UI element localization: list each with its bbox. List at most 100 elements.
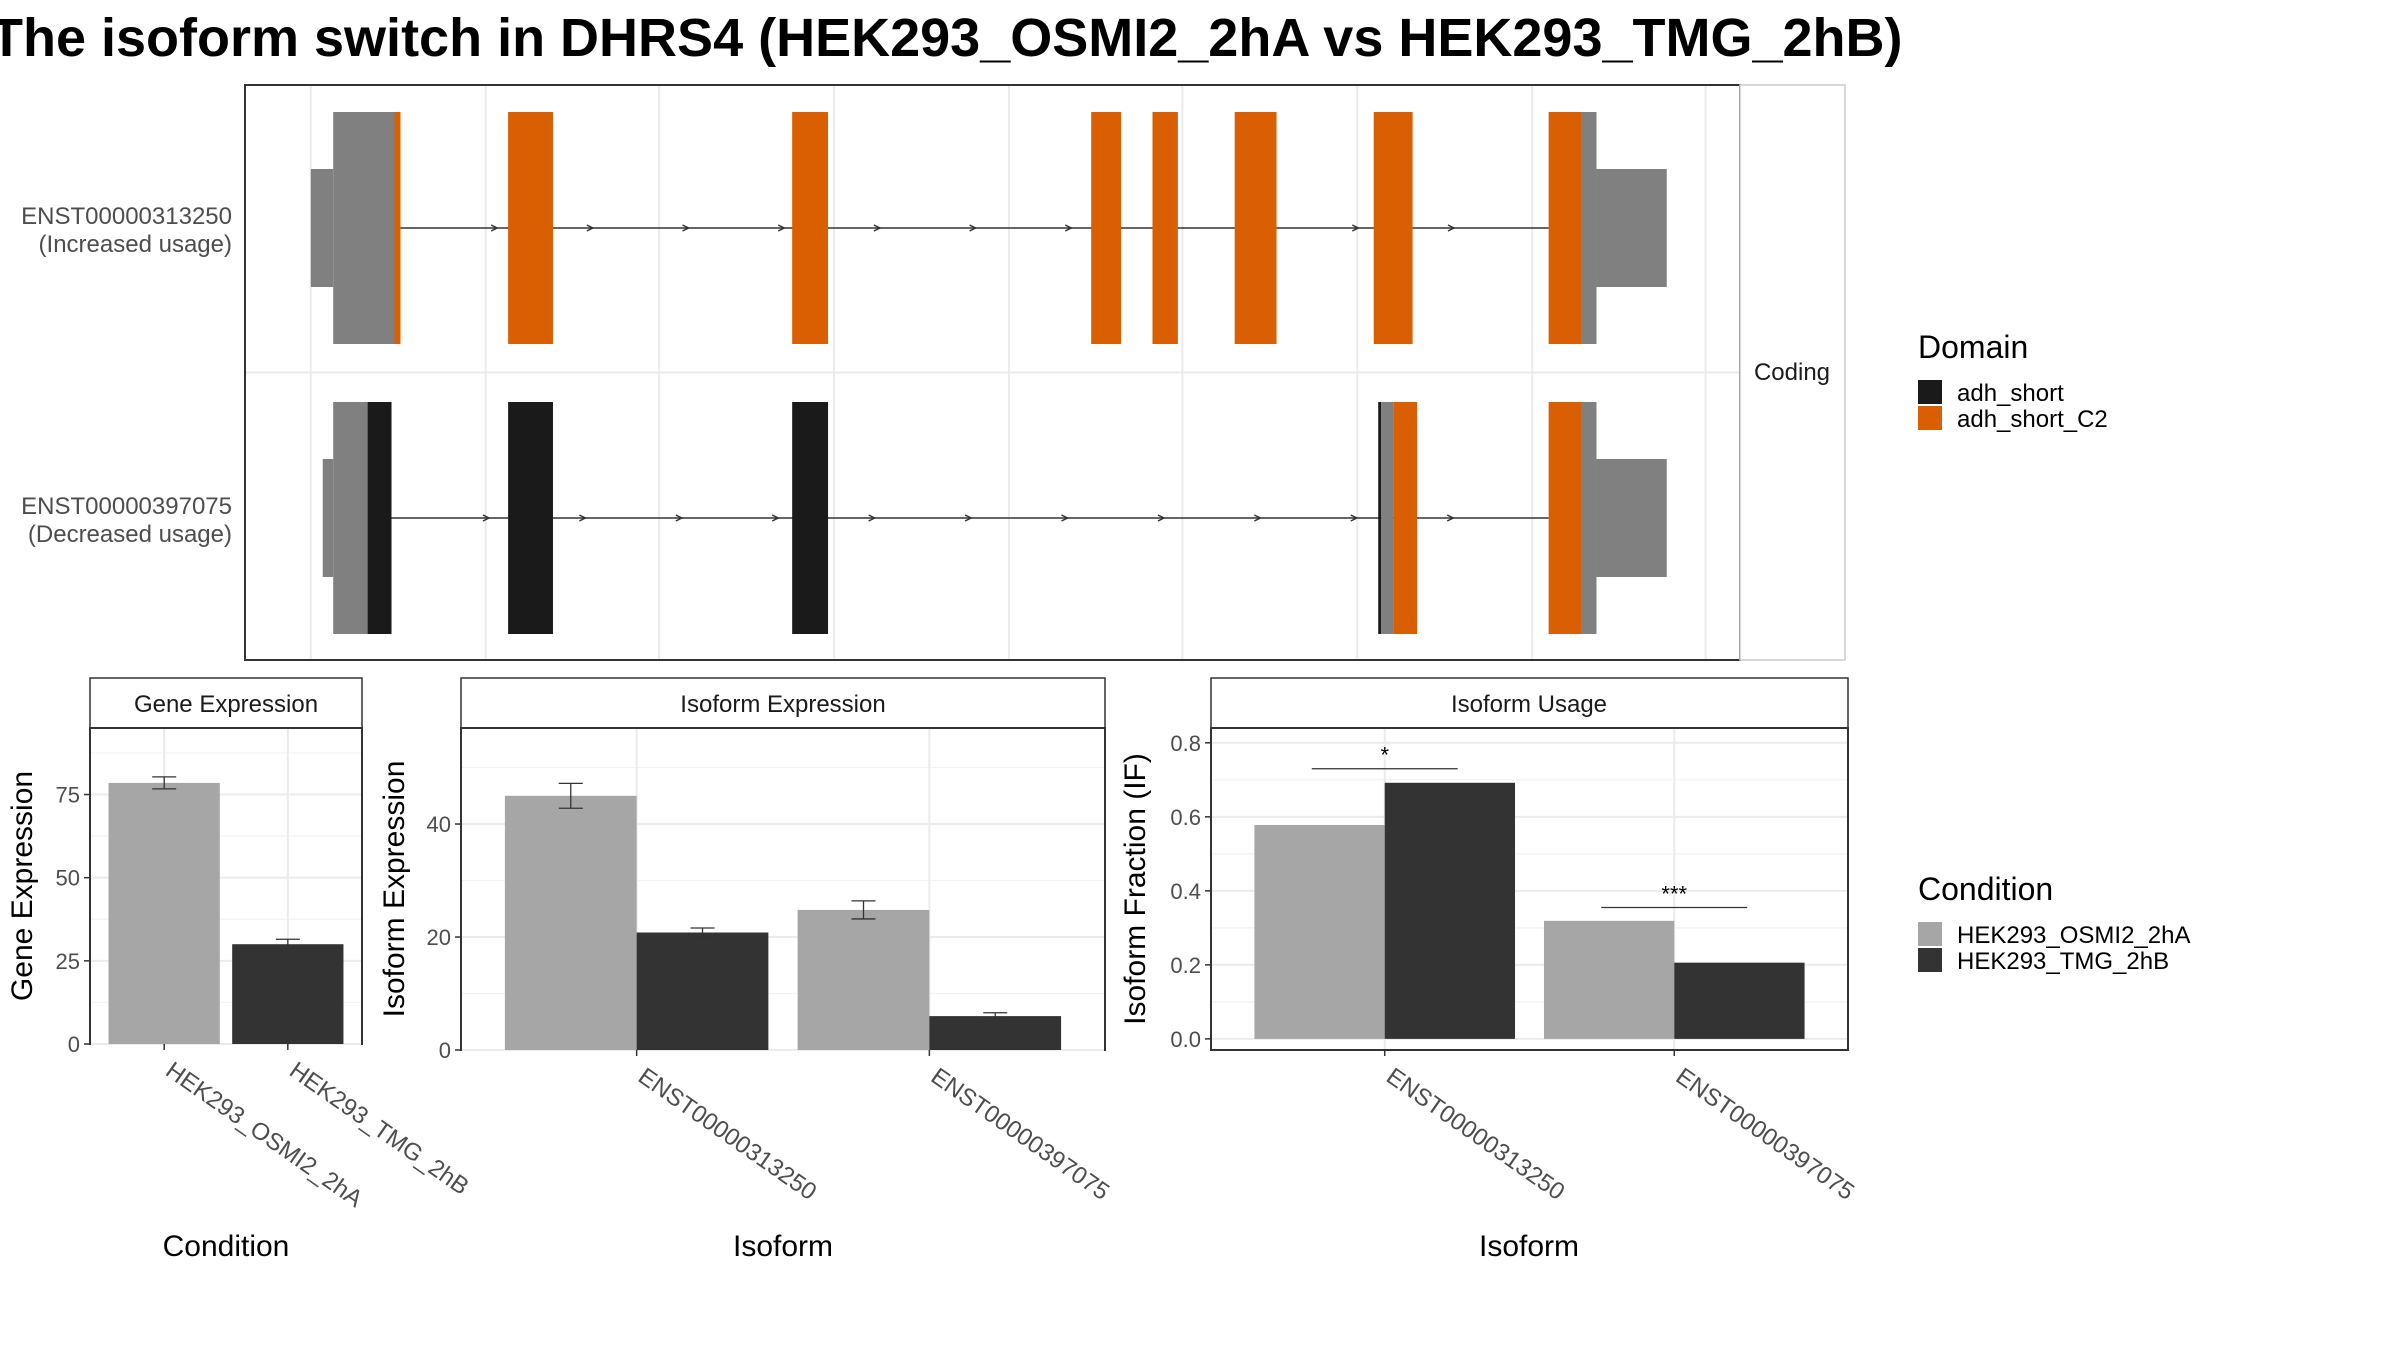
intron-arrow — [771, 514, 780, 522]
intron-arrow — [964, 514, 973, 522]
legend-key-condition-b — [1918, 948, 1942, 972]
isoform-usage-x-axis-title: Isoform — [1479, 1230, 1579, 1263]
exon — [1378, 402, 1382, 634]
isoform-expression-bar — [504, 795, 637, 1050]
isoform-usage-significance-label: *** — [1661, 882, 1687, 907]
exon — [792, 402, 829, 634]
exon — [508, 402, 553, 634]
exon — [1548, 402, 1582, 634]
isoform-expression-bar — [797, 909, 930, 1050]
isoform-usage-x-tick-label: ENST00000397075 — [1671, 1063, 1859, 1206]
isoform-expression-y-tick-label: 0 — [439, 1038, 451, 1063]
exon — [1581, 112, 1597, 344]
isoform-usage-bar — [1254, 824, 1385, 1039]
gene-expression-y-axis-title: Gene Expression — [6, 771, 39, 1001]
exon — [1373, 112, 1413, 344]
intron-arrow — [868, 514, 877, 522]
intron-arrow — [1157, 514, 1166, 522]
intron-arrow — [1254, 514, 1263, 522]
isoform-expression-y-axis-title: Isoform Expression — [378, 761, 411, 1018]
facet-label-isoform-usage: Isoform Usage — [1451, 691, 1607, 718]
legend-label-adh-short-c2: adh_short_C2 — [1957, 406, 2108, 433]
exon — [1548, 112, 1582, 344]
exon — [1581, 402, 1597, 634]
legend-label-condition-b: HEK293_TMG_2hB — [1957, 948, 2169, 975]
exon — [333, 112, 395, 344]
gene-structure-panel: Coding ENST00000313250(Increased usage) E… — [21, 84, 1846, 661]
isoform-usage-y-tick-label: 0.6 — [1170, 805, 1201, 830]
gene-expression-y-tick-label: 50 — [56, 866, 80, 891]
intron-arrow — [1447, 224, 1456, 232]
isoform-usage-y-tick-label: 0.0 — [1170, 1027, 1201, 1052]
domain-legend-title: Domain — [1918, 329, 2028, 365]
intron-arrow — [777, 224, 786, 232]
isoform-expression-bar — [636, 932, 769, 1050]
domain-legend: Domain adh_short adh_short_C2 — [1918, 329, 2108, 433]
legend-key-condition-a — [1918, 922, 1942, 946]
legend-key-adh-short — [1918, 380, 1942, 404]
exon — [333, 402, 368, 634]
utr-3prime — [1596, 459, 1667, 577]
intron-arrow — [1350, 514, 1359, 522]
isoform-label: ENST00000313250 — [21, 203, 232, 230]
gene-expression-panel: Gene Expression 0255075HEK293_OSMI2_2hAH… — [6, 677, 474, 1263]
isoform-expression-x-axis-title: Isoform — [733, 1230, 833, 1263]
gene-expression-y-tick-label: 0 — [68, 1032, 80, 1057]
facet-label-isoform-expression: Isoform Expression — [680, 691, 885, 718]
intron-arrow — [579, 514, 588, 522]
facet-label-gene-expression: Gene Expression — [134, 691, 318, 718]
exon — [1381, 402, 1394, 634]
isoform-usage-x-tick-label: ENST00000313250 — [1381, 1063, 1569, 1206]
gene-expression-bar — [108, 782, 220, 1044]
intron-arrow — [586, 224, 595, 232]
intron-arrow — [682, 224, 691, 232]
exon — [394, 112, 401, 344]
intron-arrow — [873, 224, 882, 232]
gene-expression-y-tick-label: 25 — [56, 949, 80, 974]
isoform-expression-bar — [929, 1016, 1062, 1050]
exon — [792, 112, 829, 344]
legend-label-adh-short: adh_short — [1957, 380, 2064, 407]
exon — [367, 402, 392, 634]
isoform-usage-significance-label: * — [1380, 743, 1389, 768]
intron-arrow — [1446, 514, 1455, 522]
utr-5prime — [322, 459, 334, 577]
legend-label-condition-a: HEK293_OSMI2_2hA — [1957, 922, 2190, 949]
intron-arrow — [1064, 224, 1073, 232]
utr-3prime — [1596, 169, 1667, 287]
isoform-expression-panel: Isoform Expression 0 20 40 ENST00000313250 E… — [378, 677, 1114, 1263]
isoform-expression-y-tick-label: 40 — [427, 812, 451, 837]
isoform-usage-bar — [1674, 962, 1805, 1039]
exon — [1091, 112, 1122, 344]
isoform-usage-y-axis-title: Isoform Fraction (IF) — [1119, 753, 1152, 1025]
exon — [1234, 112, 1277, 344]
utr-5prime — [310, 169, 334, 287]
facet-label-coding: Coding — [1754, 359, 1830, 386]
intron-arrow — [482, 514, 491, 522]
facet-strip-isoform-expression — [460, 677, 1106, 729]
isoform-usage-panel: Isoform Usage 0.0 0.2 0.4 0.6 0.8 ENST0000031… — [1119, 677, 1859, 1263]
isoform-usage-y-tick-label: 0.2 — [1170, 953, 1201, 978]
isoform-label: ENST00000397075 — [21, 493, 232, 520]
exon — [508, 112, 553, 344]
condition-legend-title: Condition — [1918, 871, 2053, 907]
gene-expression-bar — [232, 944, 344, 1044]
legend-key-adh-short-c2 — [1918, 406, 1942, 430]
isoform-usage-label: (Increased usage) — [39, 231, 232, 258]
isoform-usage-bar — [1384, 782, 1516, 1039]
isoform-usage-bar — [1543, 920, 1675, 1039]
intron-arrow — [490, 224, 499, 232]
gene-expression-x-axis-title: Condition — [163, 1230, 290, 1263]
isoform-expression-y-tick-label: 20 — [427, 925, 451, 950]
exon — [1152, 112, 1178, 344]
intron-arrow — [1061, 514, 1070, 522]
intron-arrow — [969, 224, 978, 232]
isoform-usage-label: (Decreased usage) — [28, 521, 232, 548]
gene-expression-y-tick-label: 75 — [56, 783, 80, 808]
facet-strip-isoform-usage — [1210, 677, 1849, 729]
condition-legend: Condition HEK293_OSMI2_2hA HEK293_TMG_2h… — [1918, 871, 2190, 975]
exon — [1393, 402, 1418, 634]
intron-arrow — [675, 514, 684, 522]
facet-strip-coding — [1739, 84, 1846, 661]
plot-title: The isoform switch in DHRS4 (HEK293_OSMI… — [0, 8, 1903, 68]
